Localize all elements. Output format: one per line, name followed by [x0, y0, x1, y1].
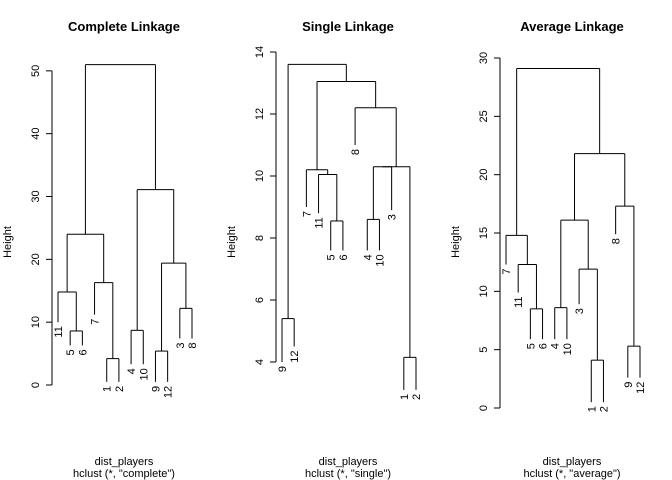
leaf-label: 11: [314, 217, 326, 228]
y-tick-label: 20: [478, 169, 490, 181]
leaf-label: 4: [550, 343, 562, 349]
y-tick-label: 6: [254, 297, 266, 303]
leaf-label: 3: [175, 343, 187, 349]
leaf-label: 2: [114, 386, 126, 392]
panel-title: Complete Linkage: [68, 19, 180, 34]
leaf-label: 9: [277, 366, 289, 372]
y-tick-label: 30: [478, 52, 490, 64]
y-axis: 4 6 8 10 12 14: [254, 46, 277, 365]
leaf-label: 12: [635, 382, 647, 394]
leaf-label: 1: [102, 386, 114, 392]
leaf-label: 11: [53, 326, 65, 337]
leaf-label: 12: [289, 351, 301, 363]
leaf-label: 2: [411, 394, 423, 400]
y-tick-label: 4: [254, 359, 266, 365]
y-tick-label: 0: [478, 405, 490, 411]
y-axis: 0 5 10 15 20 25 30: [478, 52, 501, 411]
leaf-label: 3: [574, 308, 586, 314]
leaf-label: 8: [187, 343, 199, 349]
single-linkage-panel: Single Linkage Height dist_players hclus…: [226, 19, 423, 480]
leaf-label: 9: [623, 382, 635, 388]
x-axis-label: dist_players: [543, 456, 602, 468]
leaf-label: 6: [338, 254, 350, 260]
leaf-label: 7: [501, 269, 513, 275]
x-axis-sub-label: hclust (*, "complete"): [73, 468, 175, 480]
leaf-label: 5: [326, 254, 338, 260]
dendrogram-tree: [505, 68, 641, 403]
x-axis-sub-label: hclust (*, "single"): [305, 468, 391, 480]
average-linkage-panel: Average Linkage Height dist_players hclu…: [450, 19, 647, 480]
y-tick-label: 30: [30, 190, 42, 202]
y-tick-label: 8: [254, 235, 266, 241]
panel-title: Average Linkage: [520, 19, 624, 34]
y-tick-label: 10: [30, 316, 42, 328]
leaf-label: 9: [150, 386, 162, 392]
y-axis-label: Height: [2, 226, 14, 258]
leaf-labels: 115 671 24 109 123 8: [53, 319, 199, 398]
leaf-label: 1: [586, 406, 598, 412]
y-axis: 0 10 20 30 40 50: [30, 65, 53, 388]
dendrogram-tree: [281, 63, 417, 390]
y-axis-label: Height: [226, 226, 238, 258]
leaf-label: 7: [90, 319, 102, 325]
y-tick-label: 15: [478, 227, 490, 239]
leaf-label: 6: [77, 349, 89, 355]
y-tick-label: 40: [30, 128, 42, 140]
leaf-label: 10: [138, 368, 150, 380]
y-axis-label: Height: [450, 226, 462, 258]
leaf-label: 8: [350, 149, 362, 155]
leaf-label: 8: [611, 238, 623, 244]
leaf-label: 10: [562, 343, 574, 355]
leaf-label: 1: [399, 394, 411, 400]
y-tick-label: 12: [254, 108, 266, 120]
y-tick-label: 10: [254, 170, 266, 182]
leaf-label: 2: [598, 406, 610, 412]
panel-title: Single Linkage: [302, 19, 394, 34]
leaf-label: 7: [301, 211, 313, 217]
leaf-label: 10: [374, 254, 386, 266]
leaf-label: 3: [387, 214, 399, 220]
leaf-label: 6: [538, 343, 550, 349]
y-tick-label: 10: [478, 285, 490, 297]
y-tick-label: 25: [478, 110, 490, 122]
x-axis-sub-label: hclust (*, "average"): [523, 468, 620, 480]
leaf-label: 4: [126, 368, 138, 374]
leaf-label: 11: [513, 297, 525, 308]
leaf-label: 5: [65, 349, 77, 355]
x-axis-label: dist_players: [95, 456, 154, 468]
y-tick-label: 50: [30, 65, 42, 77]
complete-linkage-panel: Complete Linkage Height dist_players hcl…: [2, 19, 199, 480]
y-tick-label: 5: [478, 347, 490, 353]
leaf-label: 12: [163, 386, 175, 398]
y-tick-label: 20: [30, 253, 42, 265]
y-tick-label: 14: [254, 46, 266, 58]
x-axis-label: dist_players: [319, 456, 378, 468]
leaf-label: 4: [362, 254, 374, 260]
dendrogram-tree: [57, 64, 193, 382]
leaf-label: 5: [525, 343, 537, 349]
y-tick-label: 0: [30, 382, 42, 388]
